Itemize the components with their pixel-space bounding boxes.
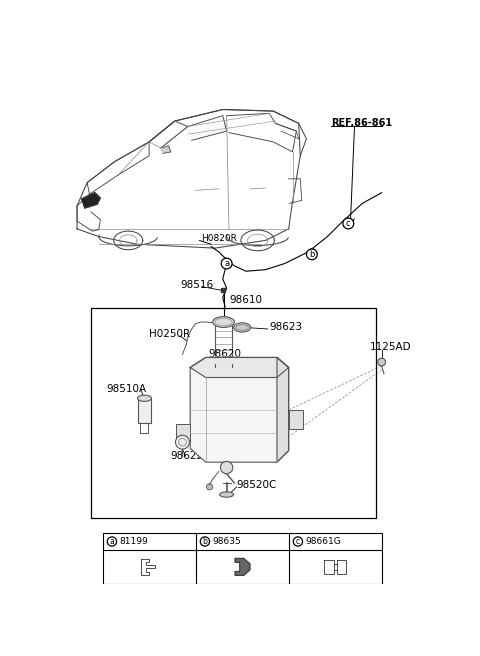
Polygon shape xyxy=(190,358,288,377)
Bar xyxy=(176,424,190,441)
Text: 98623: 98623 xyxy=(269,323,302,333)
Circle shape xyxy=(293,537,302,546)
Circle shape xyxy=(107,537,117,546)
Circle shape xyxy=(343,218,354,229)
Ellipse shape xyxy=(234,323,251,332)
Circle shape xyxy=(176,435,190,449)
Text: 98510A: 98510A xyxy=(107,384,146,394)
Circle shape xyxy=(221,258,232,269)
Ellipse shape xyxy=(220,492,234,497)
Text: 98610: 98610 xyxy=(229,295,262,306)
Text: 98620: 98620 xyxy=(209,350,242,359)
Bar xyxy=(288,410,302,429)
Circle shape xyxy=(378,358,385,366)
Text: 98516: 98516 xyxy=(180,280,213,290)
Bar xyxy=(137,398,152,423)
Text: 98520C: 98520C xyxy=(237,480,277,490)
Polygon shape xyxy=(277,358,288,462)
Text: H0820R: H0820R xyxy=(201,234,237,243)
Polygon shape xyxy=(188,115,227,140)
Text: 98622: 98622 xyxy=(170,451,203,461)
Text: REF.86-861: REF.86-861 xyxy=(331,118,392,129)
Polygon shape xyxy=(336,560,346,574)
Text: a: a xyxy=(224,259,229,268)
Text: b: b xyxy=(309,250,314,258)
Circle shape xyxy=(206,483,213,490)
Text: c: c xyxy=(346,219,350,228)
Polygon shape xyxy=(235,558,250,575)
Ellipse shape xyxy=(137,395,152,401)
Polygon shape xyxy=(324,560,334,574)
Text: c: c xyxy=(296,537,300,546)
Text: 98635: 98635 xyxy=(213,537,241,546)
Ellipse shape xyxy=(213,317,234,327)
Polygon shape xyxy=(82,193,100,208)
Text: 81199: 81199 xyxy=(120,537,148,546)
Circle shape xyxy=(200,537,210,546)
Circle shape xyxy=(220,461,233,474)
Text: a: a xyxy=(109,537,114,546)
Polygon shape xyxy=(161,146,171,154)
Text: 1125AD: 1125AD xyxy=(370,342,412,352)
Polygon shape xyxy=(142,559,156,575)
Polygon shape xyxy=(190,358,288,462)
Text: b: b xyxy=(203,537,207,546)
Circle shape xyxy=(306,249,317,260)
Bar xyxy=(103,533,382,584)
Bar xyxy=(91,308,376,518)
Text: H0250R: H0250R xyxy=(149,329,190,339)
Text: 98661G: 98661G xyxy=(306,537,341,546)
